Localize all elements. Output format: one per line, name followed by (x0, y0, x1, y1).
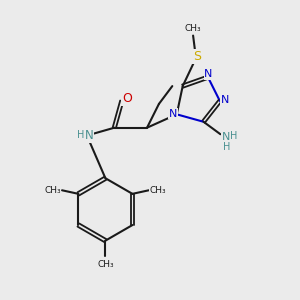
Text: N: N (222, 132, 230, 142)
Text: CH₃: CH₃ (97, 260, 114, 269)
Text: CH₃: CH₃ (150, 186, 166, 195)
Text: H: H (77, 130, 84, 140)
Text: O: O (122, 92, 132, 105)
Text: S: S (193, 50, 201, 63)
Text: N: N (169, 109, 177, 119)
Text: N: N (85, 129, 93, 142)
Text: N: N (204, 69, 213, 79)
Text: H: H (230, 131, 238, 141)
Text: CH₃: CH₃ (185, 24, 201, 33)
Text: H: H (223, 142, 230, 152)
Text: CH₃: CH₃ (44, 186, 61, 195)
Text: N: N (221, 95, 230, 105)
